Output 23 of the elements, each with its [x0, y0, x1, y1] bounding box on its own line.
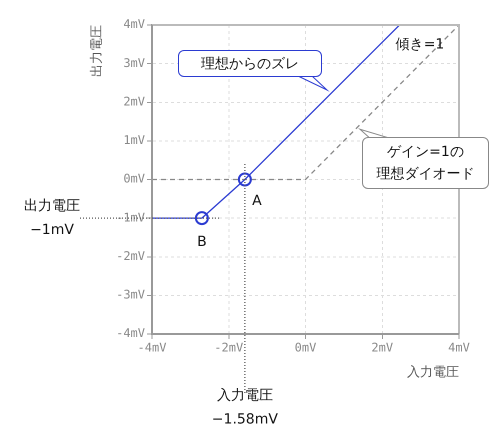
annotation: B: [197, 234, 207, 250]
x-tick-label: 2mV: [371, 340, 394, 354]
y-axis-title: 出力電圧: [89, 25, 104, 77]
annotation: A: [252, 193, 262, 210]
x-tick-label: 4mV: [448, 340, 470, 354]
speech-bubble: 理想からのズレ: [178, 50, 322, 77]
speech-bubble: ゲイン=1の理想ダイオード: [362, 137, 489, 190]
y-tick-label: -2mV: [116, 248, 145, 263]
y-tick-label: -3mV: [116, 288, 145, 302]
y-tick-label: 4mV: [123, 17, 145, 32]
y-tick-label: 0mV: [123, 172, 145, 186]
y-tick-label: 3mV: [123, 56, 145, 70]
y-tick-label: 2mV: [123, 94, 145, 108]
x-axis-title: 入力電圧: [407, 364, 459, 380]
x-tick-label: 0mV: [294, 340, 316, 354]
annotation: ゲイン=1の理想ダイオード: [375, 143, 476, 184]
y-tick-label: -4mV: [116, 326, 145, 340]
x-tick-label: -2mV: [214, 340, 244, 354]
x-tick-label: -4mV: [138, 340, 166, 354]
ref-line-label: 入力電圧 −1.58mV: [212, 388, 278, 428]
annotation: 傾き=1: [396, 36, 444, 53]
y-tick-label: 1mV: [123, 133, 145, 147]
ref-line-label: 出力電圧 −1mV: [24, 198, 80, 238]
